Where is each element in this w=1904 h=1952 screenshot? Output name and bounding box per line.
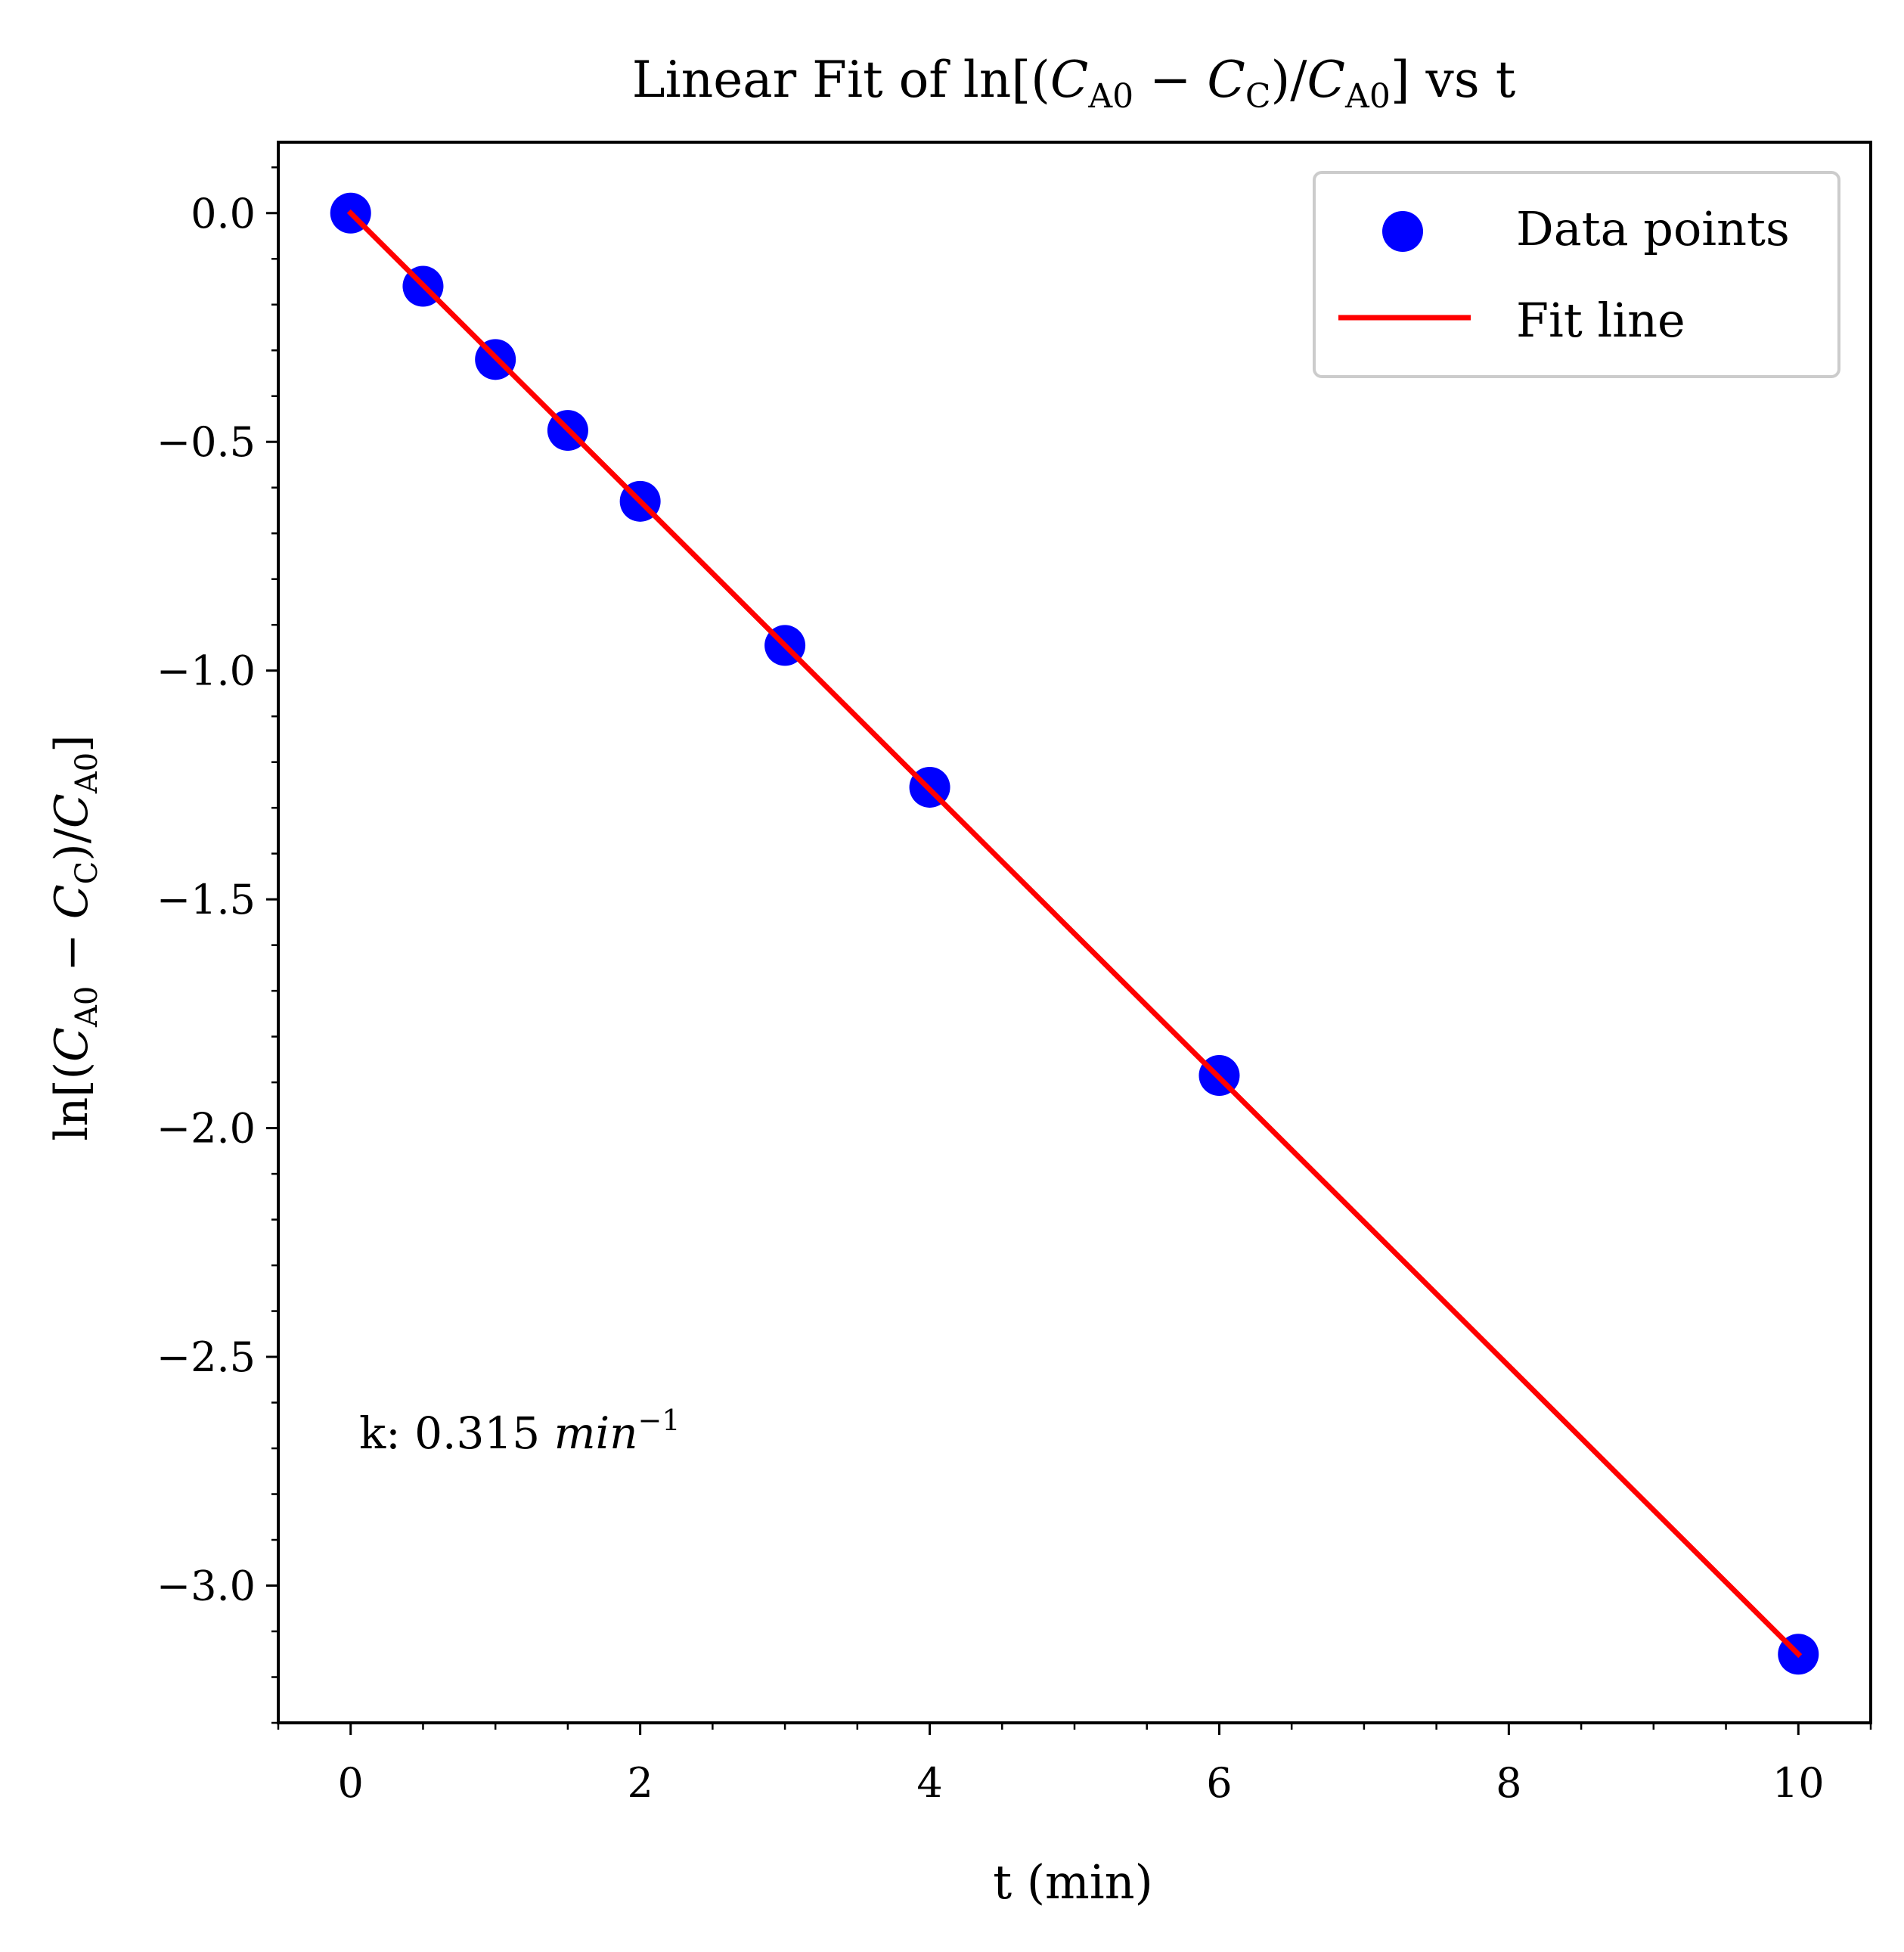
legend: Data points Fit line	[1313, 171, 1840, 378]
x-tick-label: 10	[1772, 1759, 1825, 1807]
y-tick-label: 0.0	[191, 190, 256, 237]
x-tick-label: 2	[627, 1759, 653, 1807]
y-tick-label: −1.5	[157, 876, 256, 923]
chart-title: Linear Fit of ln[(CA0 − CC)/CA0] vs t	[632, 51, 1515, 116]
y-tick-label: −2.5	[157, 1333, 256, 1381]
fit-line	[346, 209, 1803, 1659]
x-axis-label: t (min)	[993, 1854, 1153, 1910]
x-tick-label: 6	[1206, 1759, 1232, 1807]
y-tick-label: −0.5	[157, 418, 256, 466]
y-axis-label: ln[(CA0 − CC)/CA0]	[45, 734, 104, 1140]
y-tick-label: −1.0	[157, 647, 256, 695]
legend-box	[1313, 171, 1840, 378]
x-tick-label: 8	[1496, 1759, 1521, 1807]
axis-ticks: 0 2 4 6 8 10 0.0 −0.5 −1.0 −1.5 −2.0 −2.5 −3.0	[157, 166, 1872, 1807]
legend-marker-data-points	[1382, 211, 1423, 252]
y-tick-label: −3.0	[157, 1563, 256, 1610]
plot-frame	[277, 141, 1872, 1724]
legend-label-fit-line: Fit line	[1516, 293, 1685, 348]
x-tick-label: 4	[916, 1759, 942, 1807]
legend-label-data-points: Data points	[1516, 201, 1790, 256]
x-tick-label: 0	[338, 1759, 364, 1807]
series-layer	[330, 192, 1819, 1675]
y-tick-label: −2.0	[157, 1105, 256, 1153]
rate-constant-annotation: k: 0.315 min−1	[359, 1404, 681, 1459]
